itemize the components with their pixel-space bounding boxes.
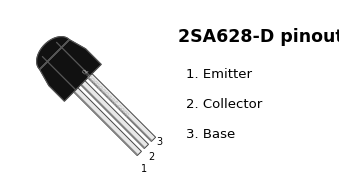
Polygon shape [79,79,148,149]
Polygon shape [72,89,138,156]
Text: 2. Collector: 2. Collector [186,98,262,111]
Polygon shape [72,86,141,156]
Polygon shape [79,82,145,149]
Text: el-component.com: el-component.com [80,68,131,118]
Text: 2: 2 [148,152,155,162]
Polygon shape [37,37,69,69]
Text: 1. Emitter: 1. Emitter [186,68,252,81]
Polygon shape [86,72,156,142]
Text: 1: 1 [141,164,147,174]
Text: 3. Base: 3. Base [186,128,235,141]
Polygon shape [37,37,69,69]
Polygon shape [40,40,101,101]
Text: 2SA628-D pinout: 2SA628-D pinout [178,28,339,46]
Polygon shape [40,40,101,101]
Text: 3: 3 [156,137,162,147]
Polygon shape [86,75,153,142]
